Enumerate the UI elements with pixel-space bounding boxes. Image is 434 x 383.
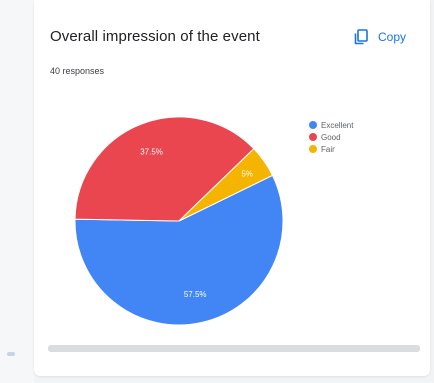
slice-label-excellent: 57.5%	[184, 290, 207, 299]
legend-marker-good	[309, 133, 317, 141]
question-title: Overall impression of the event	[50, 28, 260, 45]
slice-label-fair: 5%	[241, 169, 253, 178]
pie-slice-good[interactable]	[74, 116, 255, 222]
slice-label-good: 37.5%	[140, 147, 163, 156]
legend-label-good: Good	[321, 133, 341, 142]
summary-card: Overall impression of the event 40 respo…	[34, 0, 430, 376]
pie-slice-fair[interactable]	[178, 148, 274, 222]
copy-button-label: Copy	[378, 30, 407, 44]
pie-chart: 57.5% 37.5% 5% Excellent Good Fair	[74, 116, 354, 326]
left-panel	[0, 0, 34, 383]
copy-icon	[354, 29, 368, 45]
pie-slice-excellent[interactable]	[74, 174, 284, 326]
copy-button[interactable]: Copy	[346, 23, 412, 51]
response-count: 40 responses	[50, 66, 105, 76]
left-panel-marker	[7, 352, 15, 356]
legend-label-excellent: Excellent	[321, 121, 354, 130]
legend-marker-excellent	[309, 121, 317, 129]
legend-label-fair: Fair	[321, 145, 335, 154]
legend-marker-fair	[309, 145, 317, 153]
horizontal-scrollbar[interactable]	[48, 345, 420, 352]
scrollbar-thumb[interactable]	[48, 345, 420, 352]
